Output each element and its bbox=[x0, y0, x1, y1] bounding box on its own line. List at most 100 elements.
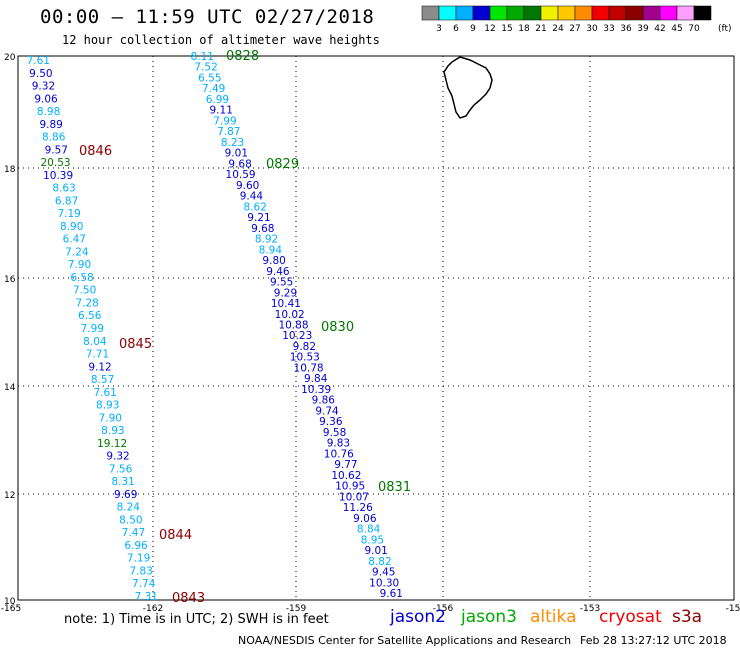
wave-height-value: 9.80 bbox=[262, 255, 285, 267]
wave-height-value: 8.84 bbox=[357, 524, 381, 536]
color-swatch bbox=[642, 5, 661, 21]
wave-height-value: 7.50 bbox=[73, 285, 96, 297]
color-swatch bbox=[591, 5, 610, 21]
wave-height-value: 6.96 bbox=[124, 540, 148, 552]
color-swatch bbox=[693, 5, 712, 21]
wave-height-value: 7.90 bbox=[99, 412, 122, 424]
wave-height-value: 9.29 bbox=[274, 287, 297, 299]
wave-height-value: 9.01 bbox=[364, 545, 387, 557]
track-time-label: 0830 bbox=[321, 320, 354, 335]
wave-height-value: 9.44 bbox=[240, 191, 264, 203]
wave-height-value: 9.61 bbox=[380, 588, 403, 600]
color-scale-tick-label: 24 bbox=[552, 24, 564, 34]
track-time-label: 0829 bbox=[266, 157, 299, 172]
wave-height-value: 10.53 bbox=[290, 352, 320, 364]
wave-height-value: 9.89 bbox=[39, 119, 62, 131]
wave-height-value: 7.83 bbox=[129, 565, 152, 577]
track-time-label: 0843 bbox=[172, 591, 205, 606]
wave-height-value: 9.60 bbox=[236, 180, 259, 192]
wave-height-value: 19.12 bbox=[97, 438, 127, 450]
color-scale-tick-label: 18 bbox=[518, 24, 530, 34]
wave-height-value: 7.99 bbox=[81, 323, 104, 335]
wave-height-value: 6.55 bbox=[198, 72, 221, 84]
latitude-tick-label: 16 bbox=[4, 275, 16, 285]
color-scale-tick-label: 27 bbox=[569, 24, 580, 34]
wave-height-value: 7.61 bbox=[27, 55, 50, 67]
color-scale-tick-label: 70 bbox=[688, 24, 700, 34]
wave-height-value: 6.87 bbox=[55, 195, 78, 207]
latitude-tick-label: 14 bbox=[4, 383, 16, 393]
wave-height-value: 8.62 bbox=[244, 201, 267, 213]
wave-height-value: 9.06 bbox=[353, 513, 377, 525]
lat-lon-grid bbox=[18, 56, 734, 600]
latitude-tick-label: 18 bbox=[4, 165, 16, 175]
color-swatch bbox=[523, 5, 542, 21]
wave-height-value: 9.68 bbox=[228, 158, 251, 170]
wave-height-value: 9.36 bbox=[319, 416, 343, 428]
wave-height-value: 7.74 bbox=[132, 578, 156, 590]
color-swatch bbox=[608, 5, 627, 21]
wave-height-value: 8.23 bbox=[221, 137, 244, 149]
wave-height-value: 9.57 bbox=[45, 144, 68, 156]
color-scale-bar: 3 6 9 12 15 18 21 24 27 30 33 36 39 42 45 70 (ft) bbox=[421, 5, 732, 34]
wave-height-value: 9.69 bbox=[114, 489, 137, 501]
color-swatch bbox=[625, 5, 644, 21]
wave-height-value: 10.59 bbox=[226, 169, 256, 181]
wave-height-value: 8.63 bbox=[52, 183, 75, 195]
color-swatch bbox=[489, 5, 508, 21]
wave-height-value: 7.99 bbox=[213, 115, 236, 127]
wave-height-value: 7.71 bbox=[86, 349, 109, 361]
wave-height-value: 7.28 bbox=[75, 297, 98, 309]
color-scale-tick-label: 45 bbox=[671, 24, 682, 34]
color-scale-tick-label: 36 bbox=[620, 24, 632, 34]
generated-timestamp: Feb 28 13:27:12 UTC 2018 bbox=[580, 634, 727, 647]
color-scale-tick-label: 39 bbox=[637, 24, 649, 34]
wave-height-value: 10.41 bbox=[271, 298, 301, 310]
map-title: 00:00 – 11:59 UTC 02/27/2018 bbox=[40, 6, 375, 28]
wave-height-value: 8.92 bbox=[255, 234, 278, 246]
wave-height-value: 8.94 bbox=[259, 244, 283, 256]
wave-height-value: 7.52 bbox=[194, 62, 217, 74]
wave-height-value: 9.84 bbox=[304, 373, 328, 385]
latitude-tick-label: 20 bbox=[4, 53, 16, 63]
track-time-label: 0828 bbox=[226, 49, 259, 64]
color-scale-tick-label: 6 bbox=[453, 24, 459, 34]
longitude-tick-label: -165 bbox=[1, 604, 21, 614]
wave-height-value: 8.57 bbox=[91, 374, 114, 386]
map-border bbox=[17, 55, 735, 601]
wave-height-value: 9.32 bbox=[32, 81, 55, 93]
wave-height-value: 7.90 bbox=[68, 259, 91, 271]
wave-height-value: 8.93 bbox=[101, 425, 124, 437]
west-altimeter-track: 7.619.509.329.068.989.898.869.5720.5310.… bbox=[27, 55, 158, 603]
color-swatch bbox=[574, 5, 593, 21]
wave-height-value: 7.87 bbox=[217, 126, 240, 138]
wave-height-value: 8.98 bbox=[37, 106, 60, 118]
wave-height-value: 8.11 bbox=[191, 51, 214, 63]
color-swatch bbox=[540, 5, 559, 21]
color-scale-tick-label: 15 bbox=[501, 24, 512, 34]
wave-height-value: 7.19 bbox=[57, 208, 80, 220]
wave-height-value: 8.04 bbox=[83, 336, 107, 348]
color-swatch bbox=[421, 5, 440, 21]
wave-height-value: 8.93 bbox=[96, 400, 119, 412]
wave-height-value: 10.95 bbox=[335, 481, 365, 493]
color-scale-tick-label: 9 bbox=[470, 24, 476, 34]
wave-height-value: 9.45 bbox=[372, 567, 395, 579]
color-scale-tick-label: 42 bbox=[654, 24, 665, 34]
satellite-legend-item: jason3 bbox=[461, 607, 517, 627]
wave-height-value: 10.30 bbox=[369, 577, 399, 589]
satellite-legend-item: cryosat bbox=[599, 607, 662, 627]
wave-height-value: 7.47 bbox=[122, 527, 145, 539]
wave-height-value: 10.39 bbox=[301, 384, 331, 396]
wave-height-value: 7.56 bbox=[109, 463, 133, 475]
latitude-tick-label: 12 bbox=[4, 491, 15, 501]
color-swatch bbox=[506, 5, 525, 21]
wave-height-value: 9.77 bbox=[334, 459, 357, 471]
wave-height-value: 7.19 bbox=[127, 553, 150, 565]
longitude-tick-label: -156 bbox=[433, 604, 454, 614]
island-coastline bbox=[443, 56, 493, 119]
hawaii-island-outline bbox=[443, 56, 493, 119]
wave-height-value: 8.82 bbox=[368, 556, 391, 568]
